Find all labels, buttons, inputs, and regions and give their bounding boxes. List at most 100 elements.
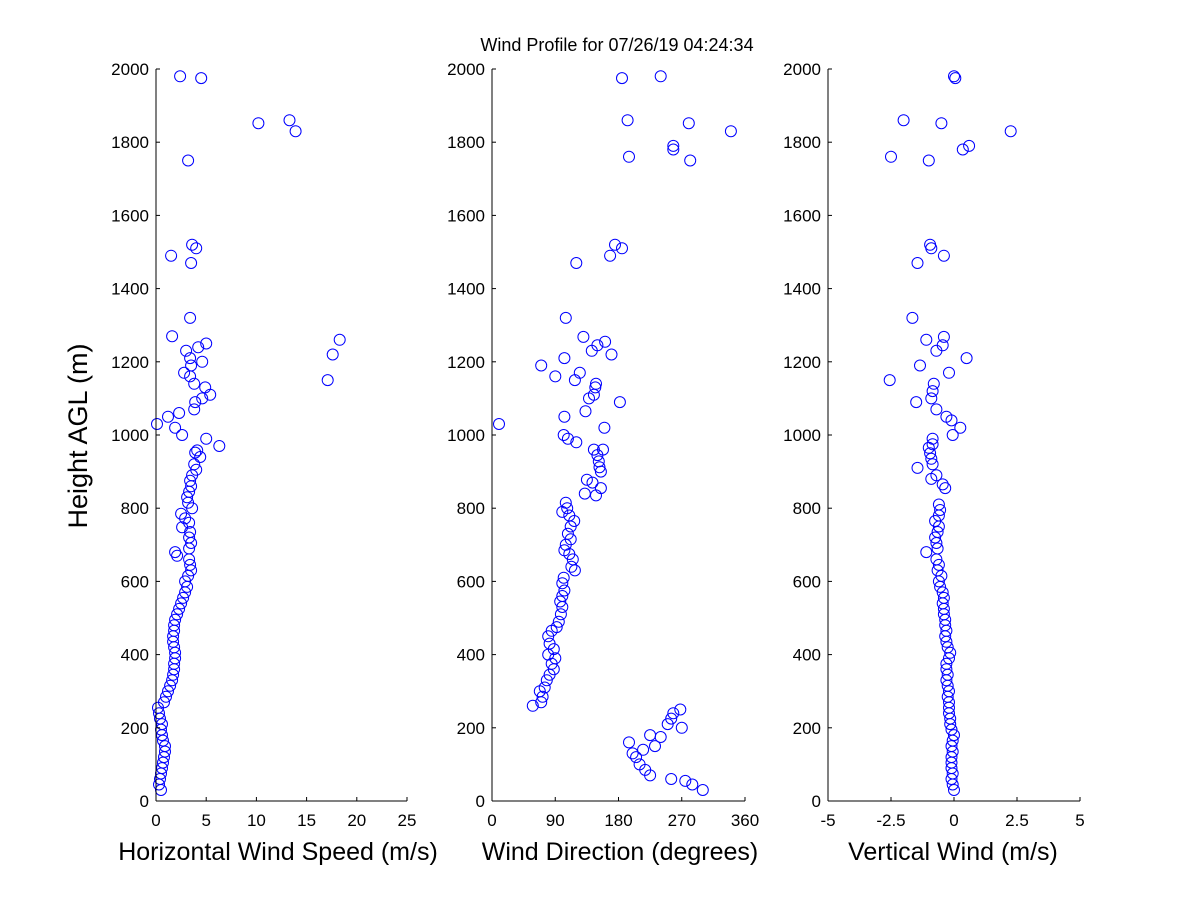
wind-direction-y-tick-label: 600 [457, 572, 485, 591]
wind-direction-x-tick-label: 180 [604, 811, 632, 830]
vertical-wind-point [954, 421, 967, 434]
vertical-wind-point [897, 114, 910, 127]
wind-direction-point [554, 595, 567, 608]
vertical-wind-point [940, 410, 953, 423]
horizontal-wind-speed-point [162, 685, 174, 698]
wind-direction-y-tick-label: 800 [457, 499, 485, 518]
vertical-wind-point [910, 396, 923, 409]
horizontal-wind-speed-point [183, 516, 196, 529]
vertical-wind-point [926, 432, 939, 445]
horizontal-wind-speed-point [283, 114, 296, 127]
wind-direction-point [543, 637, 556, 650]
vertical-wind-point [934, 504, 947, 516]
vertical-wind-point [935, 117, 948, 130]
vertical-wind-point [943, 366, 955, 379]
vertical-wind-point [930, 469, 943, 482]
vertical-wind-point [906, 311, 919, 324]
vertical-wind-point [883, 374, 896, 387]
wind-direction-point [559, 311, 572, 324]
wind-direction-y-tick-label: 1200 [447, 353, 485, 372]
vertical-wind-panel: 0 200 400 600 800 1000 1200 1400 1600 1800 2000 -5 -… [783, 60, 1085, 866]
wind-direction-point [649, 740, 661, 753]
vertical-wind-y-tick-label: 1400 [783, 280, 821, 299]
horizontal-wind-speed-x-tick-label: 15 [297, 811, 316, 830]
wind-direction-y-tick-label: 200 [457, 719, 485, 738]
wind-direction-point [564, 533, 577, 546]
wind-direction-point [556, 590, 569, 602]
horizontal-wind-speed-x-tick-label: 25 [398, 811, 417, 830]
wind-direction-point [654, 70, 667, 83]
vertical-wind-point [946, 429, 959, 441]
wind-direction-x-tick-label: 270 [668, 811, 696, 830]
vertical-wind-point [940, 657, 953, 670]
wind-direction-y-tick-label: 1800 [447, 133, 485, 152]
wind-direction-point [684, 154, 697, 167]
vertical-wind-point [929, 531, 942, 544]
horizontal-wind-speed-point [151, 418, 163, 430]
figure-title: Wind Profile for 07/26/19 04:24:34 [480, 35, 753, 55]
wind-direction-point [654, 731, 667, 743]
horizontal-wind-speed-point [175, 597, 188, 610]
horizontal-wind-speed-point [180, 344, 193, 357]
vertical-wind-x-tick-label: -5 [820, 811, 835, 830]
wind-direction-point [563, 509, 576, 522]
horizontal-wind-speed-y-tick-label: 600 [121, 572, 149, 591]
wind-direction-point [587, 388, 600, 401]
vertical-wind-point [885, 150, 897, 163]
vertical-wind-point [931, 542, 944, 555]
wind-direction-point [599, 335, 612, 348]
vertical-wind-point [945, 740, 958, 753]
vertical-wind-point [927, 377, 940, 390]
wind-direction-point [633, 758, 646, 771]
horizontal-wind-speed-point [184, 352, 197, 365]
horizontal-wind-speed-point [192, 341, 205, 354]
horizontal-wind-speed-point [179, 575, 192, 588]
vertical-wind-point [943, 685, 955, 698]
wind-direction-point [667, 707, 680, 720]
wind-direction-point [623, 736, 635, 749]
wind-direction-point [554, 608, 567, 621]
horizontal-wind-speed-point [191, 444, 204, 457]
x-axis-label-wind-direction: Wind Direction (degrees) [482, 838, 759, 866]
horizontal-wind-speed-point [321, 374, 334, 387]
wind-direction-point [665, 712, 678, 725]
horizontal-wind-speed-point [200, 337, 213, 350]
vertical-wind-point [937, 330, 950, 343]
wind-direction-point [583, 392, 595, 405]
vertical-wind-point [920, 546, 933, 559]
horizontal-wind-speed-y-tick-label: 0 [140, 792, 149, 811]
vertical-wind-x-tick-label: 2.5 [1005, 811, 1029, 830]
horizontal-wind-speed-point [190, 463, 203, 476]
vertical-wind-point [925, 392, 938, 405]
vertical-wind-axes: 0 200 400 600 800 1000 1200 1400 1600 1800 2000 -5 -… [783, 60, 1085, 830]
horizontal-wind-speed-y-tick-label: 400 [121, 646, 149, 665]
horizontal-wind-speed-point [164, 679, 177, 692]
vertical-wind-point [948, 784, 960, 796]
horizontal-wind-speed-point [326, 348, 339, 361]
wind-direction-point [561, 527, 574, 540]
horizontal-wind-speed-panel: 0 200 400 600 800 1000 1200 1400 1600 1800 2000 0 5 1… [111, 60, 438, 866]
wind-direction-y-tick-label: 400 [457, 646, 485, 665]
vertical-wind-point [937, 591, 950, 604]
wind-direction-point [665, 773, 678, 785]
vertical-wind-points [883, 70, 1017, 796]
horizontal-wind-speed-point [186, 238, 199, 251]
wind-direction-point [667, 143, 680, 156]
wind-direction-point [558, 410, 571, 423]
horizontal-wind-speed-point [162, 410, 174, 423]
wind-direction-point [538, 681, 551, 694]
vertical-wind-point [924, 238, 937, 251]
horizontal-wind-speed-y-tick-label: 1600 [111, 206, 149, 225]
wind-direction-y-tick-label: 2000 [447, 60, 485, 79]
horizontal-wind-speed-x-tick-label: 10 [247, 811, 266, 830]
wind-direction-point [597, 443, 609, 456]
wind-direction-point [675, 721, 688, 734]
horizontal-wind-speed-point [199, 381, 212, 394]
vertical-wind-point [936, 586, 949, 599]
wind-direction-point [724, 125, 737, 138]
wind-direction-point [570, 436, 583, 449]
vertical-wind-point [930, 344, 943, 357]
wind-direction-point [561, 502, 574, 515]
vertical-wind-point [949, 72, 962, 85]
wind-direction-point [593, 461, 606, 474]
